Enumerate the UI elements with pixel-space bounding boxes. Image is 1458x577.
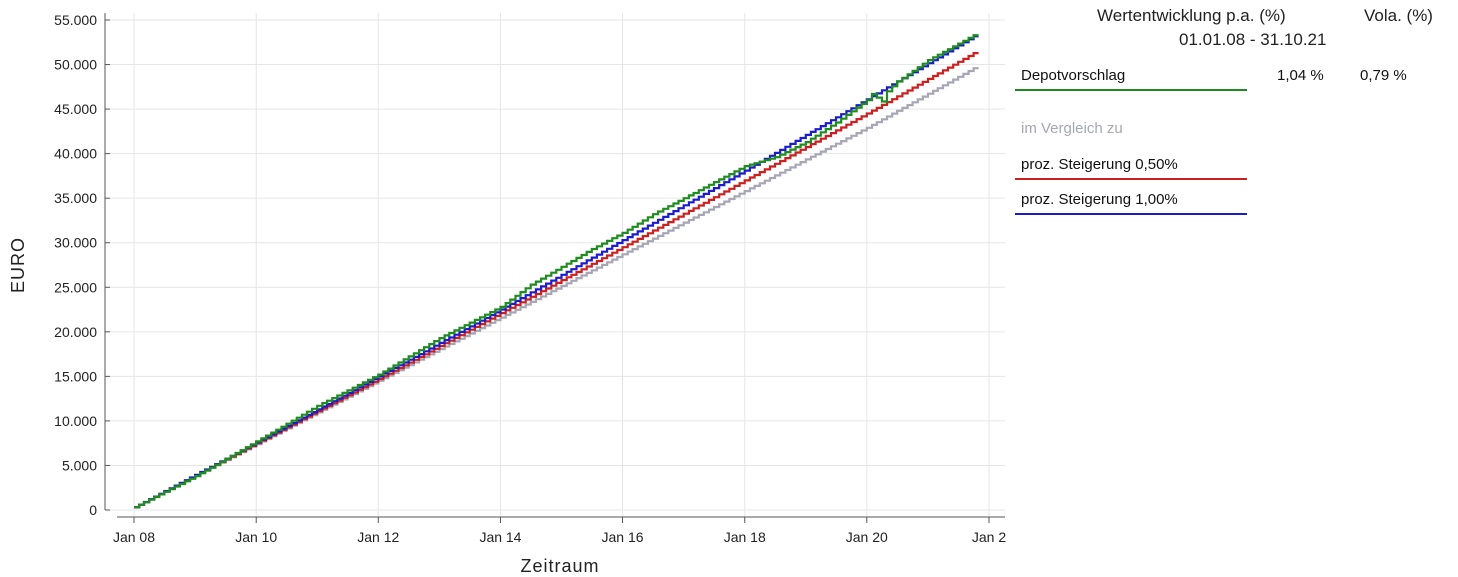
x-tick-label: Jan 12 [357,529,399,545]
y-tick-label: 45.000 [54,101,97,117]
legend-header-volatility: Vola. (%) [1364,6,1433,25]
y-tick-label: 30.000 [54,235,97,251]
y-tick-label: 40.000 [54,146,97,162]
legend-item-label: proz. Steigerung 1,00% [1021,191,1178,208]
legend-item-label: proz. Steigerung 0,50% [1021,156,1178,173]
legend-line-blue [1015,213,1247,215]
legend-line-green [1015,89,1247,91]
legend-item-label: Depotvorschlag [1021,67,1126,84]
y-tick-label: 0 [89,502,97,518]
x-tick-label: Jan 20 [846,529,888,545]
legend-line-red [1015,178,1247,180]
y-tick-label: 25.000 [54,279,97,295]
series-line-green [134,34,979,509]
series-line-blue [134,35,979,509]
y-tick-label: 10.000 [54,413,97,429]
x-tick-label: Jan 10 [235,529,277,545]
legend-compare-label: im Vergleich zu [1021,120,1123,137]
series-layer [134,34,979,509]
legend-item-depotvorschlag[interactable]: Depotvorschlag 1,04 % 0,79 % [1015,67,1458,91]
legend-item-volatility: 0,79 % [1360,67,1407,84]
y-axis-title: EURO [8,237,28,293]
x-axis-title: Zeitraum [520,556,599,576]
y-tick-label: 5.000 [62,457,97,473]
legend-panel: Wertentwicklung p.a. (%) Vola. (%) 01.01… [1015,0,1458,577]
axes-layer: 0 5.000 10.000 15.000 20.000 25.000 30.000 35.0… [54,12,1006,545]
grid-layer [110,13,1005,517]
legend-header-period: 01.01.08 - 31.10.21 [1179,30,1327,49]
y-tick-label: 20.000 [54,324,97,340]
legend-item-steigerung-100[interactable]: proz. Steigerung 1,00% [1015,191,1458,215]
legend-item-steigerung-050[interactable]: proz. Steigerung 0,50% [1015,156,1458,180]
x-tick-label: Jan 18 [724,529,766,545]
y-tick-label: 55.000 [54,12,97,28]
y-tick-label: 15.000 [54,368,97,384]
x-tick-label: Jan 08 [113,529,155,545]
x-tick-label: Jan 2 [972,529,1006,545]
y-tick-label: 35.000 [54,190,97,206]
legend-header-performance: Wertentwicklung p.a. (%) [1097,6,1286,25]
legend-item-performance: 1,04 % [1277,67,1324,84]
x-tick-label: Jan 16 [602,529,644,545]
line-chart: 0 5.000 10.000 15.000 20.000 25.000 30.000 35.0… [8,12,1006,576]
x-tick-label: Jan 14 [479,529,521,545]
y-tick-label: 50.000 [54,57,97,73]
